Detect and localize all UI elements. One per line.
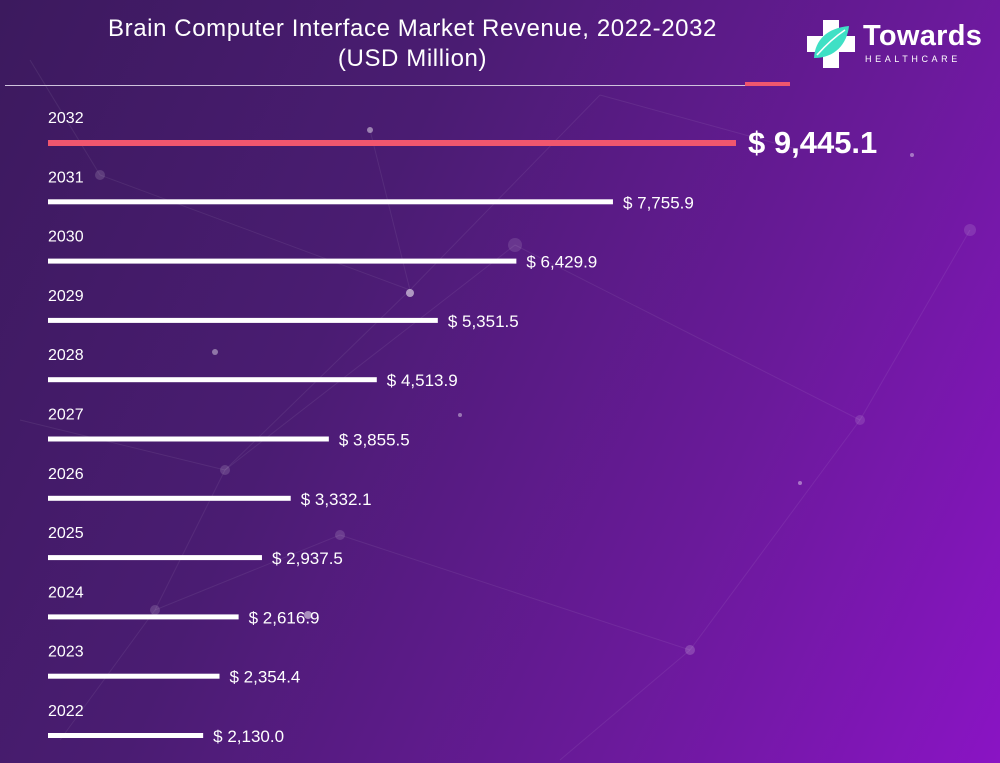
value-label-2028: $ 4,513.9 bbox=[387, 371, 458, 390]
year-label-2026: 2026 bbox=[48, 466, 84, 483]
value-label-2030: $ 6,429.9 bbox=[526, 253, 597, 272]
value-label-2026: $ 3,332.1 bbox=[301, 490, 372, 509]
value-label-2027: $ 3,855.5 bbox=[339, 431, 410, 450]
value-label-2022: $ 2,130.0 bbox=[213, 727, 284, 746]
year-label-2030: 2030 bbox=[48, 229, 84, 246]
bar-2026 bbox=[48, 495, 291, 501]
year-label-2025: 2025 bbox=[48, 525, 84, 542]
year-label-2027: 2027 bbox=[48, 407, 84, 424]
towards-healthcare-logo: Towards HEALTHCARE bbox=[805, 18, 985, 70]
value-label-2032: $ 9,445.1 bbox=[748, 125, 877, 160]
year-label-2024: 2024 bbox=[48, 584, 84, 601]
chart-title-line-2: (USD Million) bbox=[337, 45, 488, 72]
value-label-2024: $ 2,616.9 bbox=[249, 608, 320, 627]
logo-tagline: HEALTHCARE bbox=[865, 54, 961, 64]
bar-2031 bbox=[48, 199, 613, 205]
value-label-2029: $ 5,351.5 bbox=[448, 312, 519, 331]
year-label-2028: 2028 bbox=[48, 347, 84, 364]
value-label-2023: $ 2,354.4 bbox=[229, 668, 300, 687]
year-label-2031: 2031 bbox=[48, 169, 84, 186]
title-divider-accent bbox=[745, 82, 790, 86]
year-label-2023: 2023 bbox=[48, 644, 84, 661]
chart-title: Brain Computer Interface Market Revenue,… bbox=[20, 14, 805, 74]
bar-2024 bbox=[48, 614, 239, 620]
bar-2022 bbox=[48, 733, 204, 738]
bar-2023 bbox=[48, 673, 220, 679]
medical-cross-leaf-icon bbox=[807, 20, 855, 68]
logo-name: Towards bbox=[863, 20, 983, 52]
year-label-2032: 2032 bbox=[48, 110, 84, 127]
title-divider bbox=[5, 85, 750, 86]
bar-2030 bbox=[48, 258, 517, 264]
bar-2029 bbox=[48, 317, 438, 323]
value-label-2025: $ 2,937.5 bbox=[272, 549, 343, 568]
bar-2032 bbox=[48, 140, 736, 146]
chart-title-line-1: Brain Computer Interface Market Revenue,… bbox=[108, 15, 717, 42]
year-label-2029: 2029 bbox=[48, 288, 84, 305]
year-label-2022: 2022 bbox=[48, 703, 84, 720]
value-label-2031: $ 7,755.9 bbox=[623, 193, 694, 212]
bar-2028 bbox=[48, 377, 377, 383]
bar-2027 bbox=[48, 436, 329, 442]
bar-2025 bbox=[48, 555, 262, 561]
